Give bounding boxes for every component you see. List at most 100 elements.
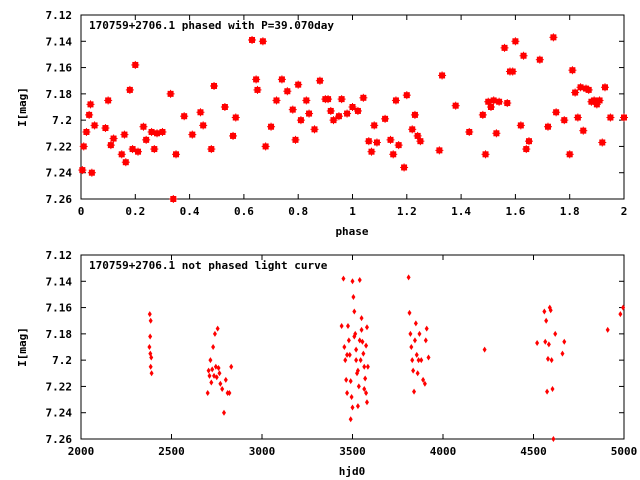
data-point xyxy=(423,337,428,344)
data-point xyxy=(409,344,414,350)
y-tick-label: 7.2 xyxy=(52,354,72,367)
data-point xyxy=(345,351,350,358)
data-point xyxy=(347,351,352,358)
data-point xyxy=(605,326,610,333)
data-point xyxy=(227,390,232,396)
data-point xyxy=(355,367,360,374)
data-point xyxy=(339,322,344,329)
data-point xyxy=(207,372,212,379)
data-point xyxy=(422,380,427,387)
data-point xyxy=(350,278,355,285)
data-point xyxy=(221,409,226,416)
data-point xyxy=(344,376,349,383)
data-point xyxy=(147,311,152,318)
data-point xyxy=(214,374,219,381)
x-tick-label: 0.4 xyxy=(180,205,200,218)
data-points xyxy=(78,33,628,203)
data-point xyxy=(212,330,217,337)
data-point xyxy=(551,436,556,442)
x-tick-label: 1.4 xyxy=(451,205,471,218)
data-point xyxy=(410,357,415,364)
y-tick-label: 7.26 xyxy=(46,193,73,206)
data-point xyxy=(406,274,411,281)
data-point xyxy=(209,379,214,386)
data-point xyxy=(149,370,154,377)
data-point xyxy=(545,388,550,395)
data-point xyxy=(215,325,220,332)
x-tick-label: 3500 xyxy=(339,445,366,458)
data-point xyxy=(364,324,369,331)
x-tick-label: 2 xyxy=(621,205,628,218)
y-tick-label: 7.24 xyxy=(46,407,73,420)
data-point xyxy=(359,326,364,333)
data-point xyxy=(206,367,211,374)
x-tick-label: 0 xyxy=(78,205,85,218)
data-point xyxy=(415,370,420,377)
x-tick-label: 4000 xyxy=(430,445,457,458)
data-point xyxy=(348,416,353,423)
data-point xyxy=(360,338,365,345)
y-tick-label: 7.22 xyxy=(46,140,73,153)
data-point xyxy=(208,357,213,364)
x-axis-label: hjd0 xyxy=(339,465,366,478)
data-point xyxy=(417,330,422,337)
data-point xyxy=(414,351,419,358)
axis-ticks: 0 0.2 0.4 0.6 0.8 1 1.2 1.4 1.6 1.8 2 7.12 7.14 7.16 7… xyxy=(46,9,628,218)
data-point xyxy=(549,357,554,364)
y-tick-label: 7.16 xyxy=(46,302,73,315)
data-point xyxy=(349,393,354,400)
data-point xyxy=(341,275,346,282)
data-point xyxy=(148,363,153,370)
data-point xyxy=(548,307,553,314)
data-point xyxy=(352,308,357,315)
data-point xyxy=(621,304,626,311)
data-point xyxy=(482,346,487,353)
data-point xyxy=(218,380,223,387)
data-point xyxy=(216,365,221,372)
data-point xyxy=(147,344,152,350)
data-point xyxy=(205,390,210,396)
data-point xyxy=(220,386,225,393)
data-point xyxy=(412,388,417,395)
data-point xyxy=(223,376,228,383)
data-point xyxy=(354,346,359,353)
data-point xyxy=(553,330,558,337)
y-tick-label: 7.24 xyxy=(46,167,73,180)
x-tick-label: 1.6 xyxy=(505,205,525,218)
phased-light-curve-chart: 170759+2706.1 phased with P=39.070day ph… xyxy=(16,9,628,238)
data-point xyxy=(229,363,234,370)
data-point xyxy=(358,357,363,364)
data-point xyxy=(424,325,429,332)
data-point xyxy=(362,363,367,370)
y-tick-label: 7.14 xyxy=(46,275,73,288)
data-point xyxy=(412,337,417,344)
data-point xyxy=(407,309,412,316)
y-tick-label: 7.18 xyxy=(46,88,73,101)
x-tick-label: 2000 xyxy=(68,445,95,458)
x-tick-label: 0.8 xyxy=(288,205,308,218)
data-point xyxy=(351,294,356,301)
x-tick-label: 1 xyxy=(349,205,356,218)
y-tick-label: 7.12 xyxy=(46,9,73,22)
data-point xyxy=(359,315,364,322)
y-tick-label: 7.16 xyxy=(46,62,73,75)
y-tick-label: 7.22 xyxy=(46,380,73,393)
data-point xyxy=(343,357,348,364)
axis-ticks: 2000 2500 3000 3500 4000 4500 5000 7.12 7.14 7.16… xyxy=(46,249,638,458)
y-tick-label: 7.12 xyxy=(46,249,73,262)
x-tick-label: 0.2 xyxy=(125,205,145,218)
x-tick-label: 5000 xyxy=(611,445,638,458)
x-tick-label: 4500 xyxy=(520,445,547,458)
data-point xyxy=(618,311,623,318)
data-point xyxy=(411,367,416,374)
chart-title: 170759+2706.1 not phased light curve xyxy=(89,259,328,272)
data-point xyxy=(350,404,355,411)
y-tick-label: 7.14 xyxy=(46,35,73,48)
x-tick-label: 1.8 xyxy=(560,205,580,218)
chart-title: 170759+2706.1 phased with P=39.070day xyxy=(89,19,334,32)
data-point xyxy=(362,386,367,393)
data-point xyxy=(352,333,357,340)
data-point xyxy=(355,403,360,410)
data-point xyxy=(542,308,547,315)
data-point xyxy=(148,317,153,324)
